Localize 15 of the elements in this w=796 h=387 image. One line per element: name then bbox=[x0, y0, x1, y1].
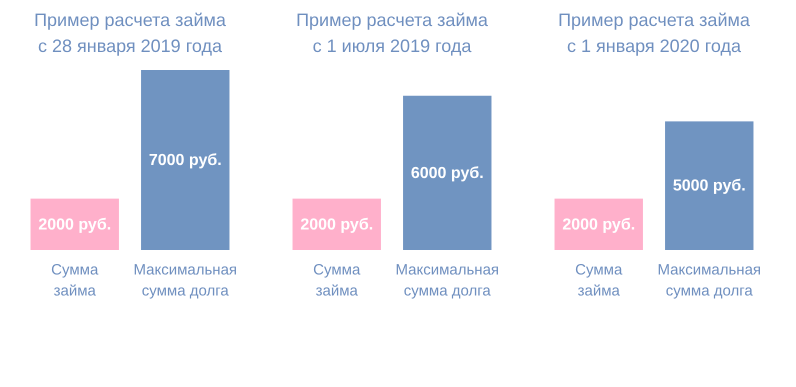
x-tick-label: Максимальная сумма долга bbox=[133, 262, 238, 300]
x-tick-label: Максимальная сумма долга bbox=[395, 262, 500, 300]
chart-title: Пример расчета займа с 1 июля 2019 года bbox=[296, 10, 489, 56]
x-tick-label: Максимальная сумма долга bbox=[657, 262, 762, 300]
data-label: 2000 руб. bbox=[38, 216, 112, 234]
x-tick-label: Сумма займа bbox=[313, 262, 361, 300]
data-label: 5000 руб. bbox=[672, 178, 746, 195]
data-label: 6000 руб. bbox=[410, 164, 484, 182]
chart-title: Пример расчета займа с 28 января 2019 года bbox=[34, 10, 227, 56]
x-tick-label: Сумма займа bbox=[51, 262, 99, 300]
chart-title: Пример расчета займа с 1 января 2020 года bbox=[558, 10, 751, 56]
data-label: 2000 руб. bbox=[562, 216, 636, 234]
data-label: 2000 руб. bbox=[300, 216, 374, 234]
data-label: 7000 руб. bbox=[148, 152, 222, 169]
x-tick-label: Сумма займа bbox=[575, 262, 623, 300]
